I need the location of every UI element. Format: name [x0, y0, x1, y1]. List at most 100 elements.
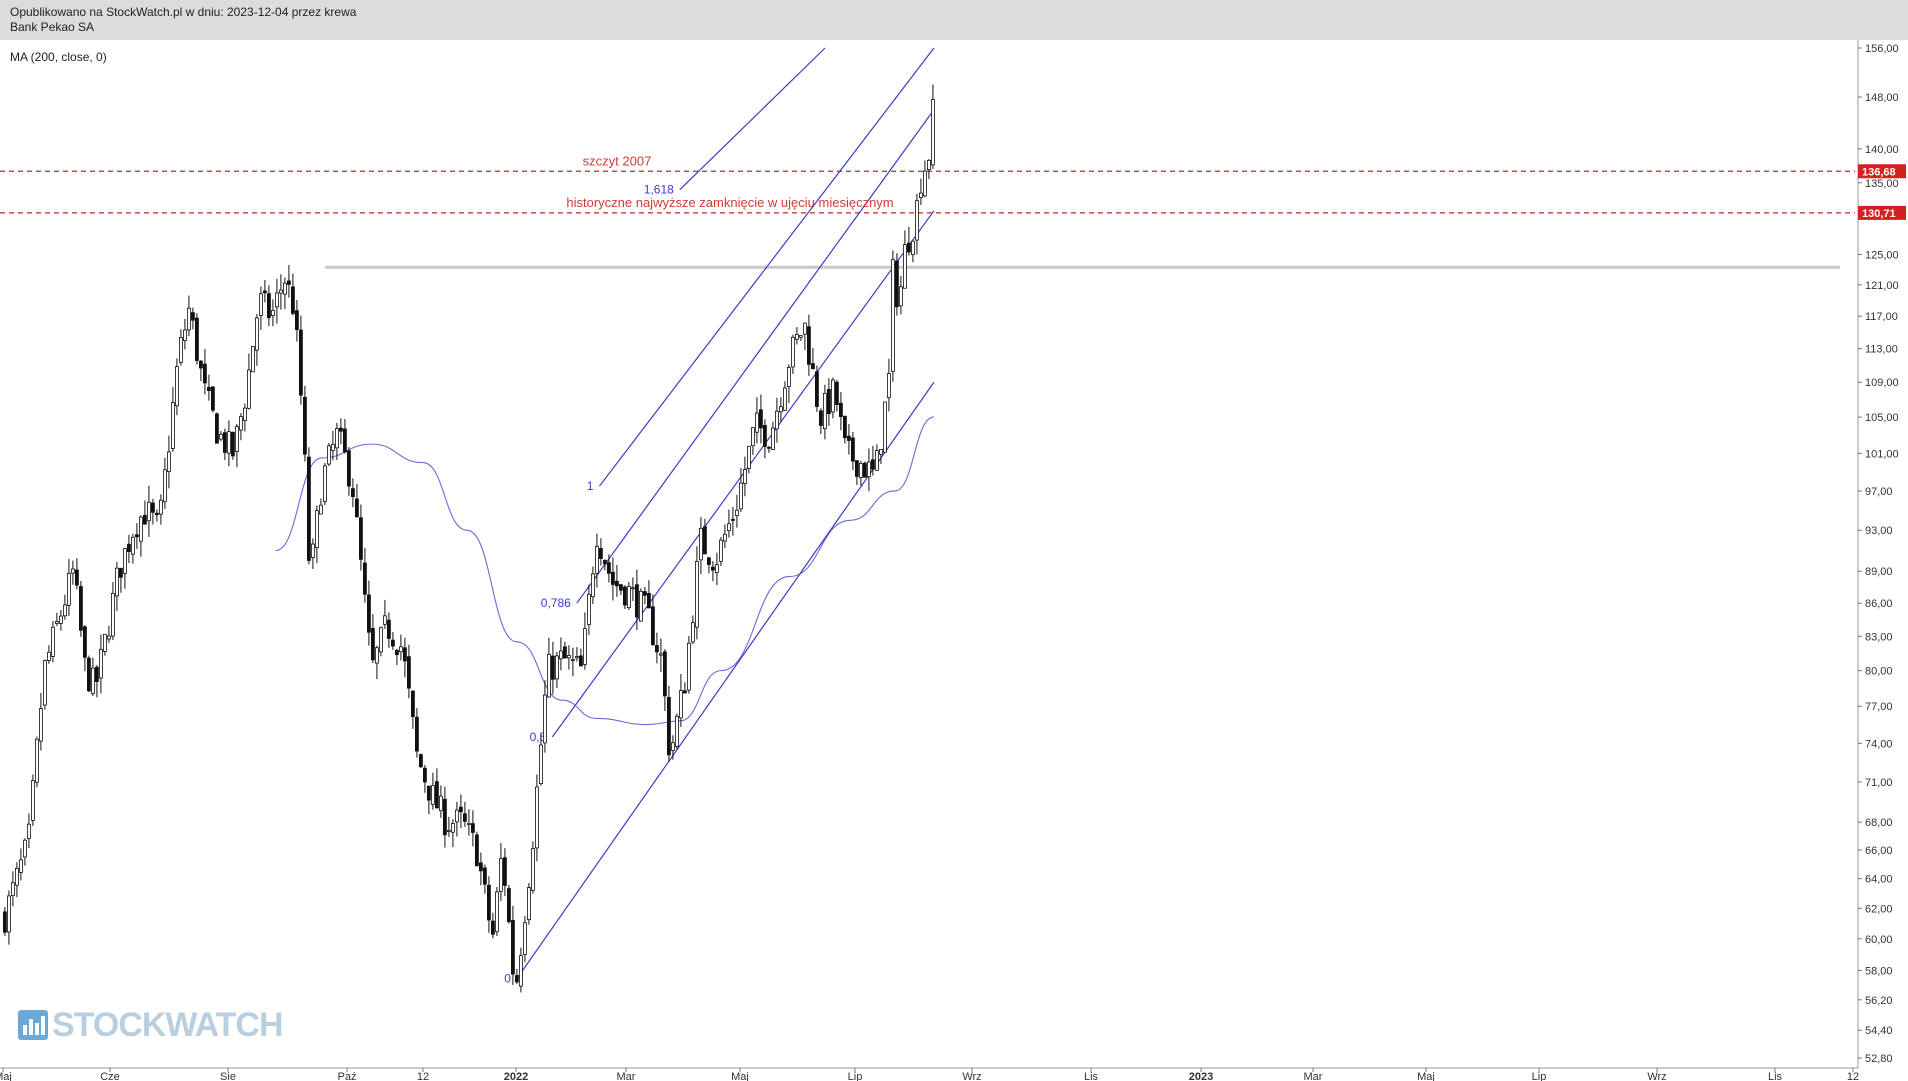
candle[interactable]	[827, 378, 831, 426]
candle[interactable]	[43, 659, 47, 710]
candle[interactable]	[319, 498, 323, 515]
candle[interactable]	[51, 621, 55, 663]
candle[interactable]	[667, 685, 671, 762]
candle[interactable]	[431, 772, 435, 810]
candle[interactable]	[807, 314, 811, 376]
candle[interactable]	[467, 809, 471, 836]
candle[interactable]	[883, 401, 887, 453]
candle[interactable]	[415, 708, 419, 758]
candle[interactable]	[787, 364, 791, 403]
candle[interactable]	[75, 558, 79, 590]
candle[interactable]	[299, 315, 303, 405]
candle[interactable]	[703, 518, 707, 555]
candle[interactable]	[455, 801, 459, 837]
candle[interactable]	[895, 253, 899, 316]
candle[interactable]	[671, 735, 675, 760]
candle[interactable]	[875, 444, 879, 471]
candle[interactable]	[407, 644, 411, 699]
candle[interactable]	[183, 318, 187, 350]
candle[interactable]	[167, 435, 171, 489]
candle[interactable]	[611, 557, 615, 601]
candle[interactable]	[835, 379, 839, 412]
candle[interactable]	[847, 423, 851, 455]
candle[interactable]	[23, 838, 27, 866]
candle[interactable]	[111, 582, 115, 641]
candle[interactable]	[739, 468, 743, 512]
candle[interactable]	[387, 612, 391, 648]
candle[interactable]	[399, 634, 403, 661]
candle[interactable]	[63, 594, 67, 620]
candle[interactable]	[487, 876, 491, 933]
candle[interactable]	[511, 905, 515, 985]
candle[interactable]	[71, 560, 75, 585]
candle[interactable]	[763, 419, 767, 459]
candle[interactable]	[19, 848, 23, 881]
candle[interactable]	[479, 852, 483, 886]
candle[interactable]	[55, 612, 59, 627]
candle[interactable]	[919, 178, 923, 206]
candle[interactable]	[227, 420, 231, 467]
candle[interactable]	[151, 498, 155, 525]
candle[interactable]	[651, 594, 655, 647]
candle[interactable]	[523, 916, 527, 963]
candle[interactable]	[471, 810, 475, 847]
candle[interactable]	[451, 819, 455, 848]
candle[interactable]	[755, 397, 759, 444]
candle[interactable]	[147, 485, 151, 537]
candle[interactable]	[715, 552, 719, 586]
candle[interactable]	[563, 641, 567, 659]
candle[interactable]	[175, 358, 179, 416]
candle[interactable]	[771, 421, 775, 450]
candle[interactable]	[579, 648, 583, 667]
candle[interactable]	[427, 785, 431, 815]
candle[interactable]	[695, 546, 699, 640]
candle[interactable]	[491, 912, 495, 939]
candle[interactable]	[727, 509, 731, 538]
candle[interactable]	[391, 632, 395, 650]
candle[interactable]	[355, 483, 359, 518]
candle[interactable]	[871, 445, 875, 476]
candle[interactable]	[911, 240, 915, 263]
candle[interactable]	[743, 456, 747, 497]
candle[interactable]	[339, 418, 343, 445]
candle[interactable]	[459, 794, 463, 829]
candle[interactable]	[515, 968, 519, 985]
candle[interactable]	[527, 882, 531, 925]
candle[interactable]	[495, 886, 499, 936]
candle[interactable]	[843, 415, 847, 444]
candle[interactable]	[323, 462, 327, 506]
candle[interactable]	[859, 460, 863, 486]
candle[interactable]	[67, 558, 71, 617]
candle[interactable]	[547, 637, 551, 698]
candle[interactable]	[535, 774, 539, 862]
candle[interactable]	[475, 831, 479, 867]
candle[interactable]	[863, 461, 867, 478]
candle[interactable]	[383, 599, 387, 629]
candle[interactable]	[723, 524, 727, 548]
candle[interactable]	[275, 278, 279, 324]
candle[interactable]	[699, 516, 703, 575]
candle[interactable]	[15, 862, 19, 898]
candle[interactable]	[927, 158, 931, 180]
candle[interactable]	[823, 384, 827, 440]
candle[interactable]	[767, 445, 771, 453]
candle[interactable]	[815, 365, 819, 412]
candle[interactable]	[679, 674, 683, 727]
candle[interactable]	[403, 637, 407, 678]
candle[interactable]	[235, 423, 239, 468]
candle[interactable]	[295, 300, 299, 342]
candle[interactable]	[179, 329, 183, 366]
candle[interactable]	[519, 947, 523, 993]
candle[interactable]	[619, 583, 623, 595]
candle[interactable]	[683, 682, 687, 694]
candle[interactable]	[335, 422, 339, 460]
candle[interactable]	[443, 786, 447, 848]
candle[interactable]	[367, 580, 371, 646]
candle[interactable]	[231, 431, 235, 460]
candle[interactable]	[747, 445, 751, 474]
candle[interactable]	[47, 645, 51, 664]
candle[interactable]	[803, 322, 807, 351]
candle[interactable]	[543, 680, 547, 753]
candle[interactable]	[439, 785, 443, 818]
